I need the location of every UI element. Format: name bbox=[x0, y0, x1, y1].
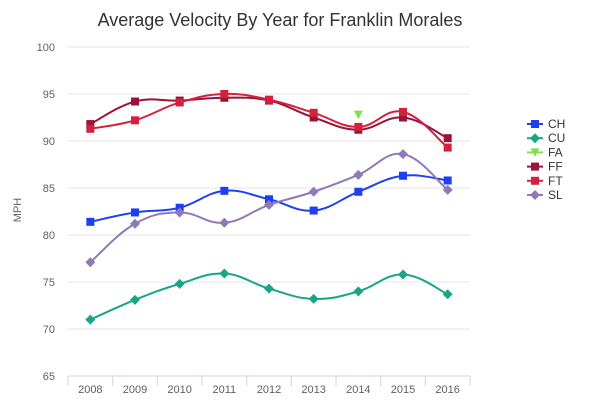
y-tick-label: 80 bbox=[43, 230, 55, 242]
data-point-ch bbox=[354, 187, 363, 196]
x-tick-label: 2013 bbox=[301, 384, 325, 396]
x-tick-label: 2016 bbox=[435, 384, 459, 396]
x-tick-label: 2015 bbox=[391, 384, 415, 396]
data-point-ft bbox=[354, 122, 363, 131]
data-point-ch bbox=[131, 208, 139, 217]
x-tick-label: 2008 bbox=[78, 384, 102, 396]
y-tick-label: 75 bbox=[43, 277, 55, 289]
legend-label-fa: FA bbox=[548, 145, 563, 159]
x-axis: 65 70 75 80 85 90 95 100 2008 2009 2010 2011 2012 201… bbox=[37, 42, 471, 396]
data-point-ft bbox=[220, 90, 229, 98]
data-point-cu bbox=[398, 269, 408, 280]
grid-lines bbox=[68, 46, 470, 330]
legend-label-ff: FF bbox=[548, 160, 563, 174]
data-point-ff bbox=[399, 113, 407, 122]
legend-marker-ff bbox=[531, 162, 539, 171]
y-tick-label: 65 bbox=[43, 371, 55, 383]
data-point-cu bbox=[308, 293, 319, 304]
x-tick-label: 2012 bbox=[257, 384, 281, 396]
data-point-ch bbox=[309, 206, 318, 215]
series-ft bbox=[86, 90, 452, 152]
data-point-cu bbox=[264, 283, 274, 294]
x-tick-label: 2011 bbox=[213, 384, 237, 396]
series-ch bbox=[86, 171, 452, 226]
data-point-sl bbox=[353, 169, 364, 180]
series-cu bbox=[85, 268, 453, 325]
data-point-ft bbox=[443, 143, 452, 152]
legend-item-fa: FA bbox=[527, 145, 563, 159]
x-tick-label: 2009 bbox=[123, 384, 147, 396]
legend-marker-fa bbox=[530, 148, 540, 157]
data-point-fa bbox=[353, 110, 363, 120]
data-point-ft bbox=[131, 116, 139, 125]
data-point-ff bbox=[86, 120, 95, 129]
y-tick-label: 95 bbox=[43, 89, 55, 101]
data-point-sl bbox=[130, 218, 140, 229]
data-point-cu bbox=[174, 278, 185, 289]
series-sl bbox=[85, 149, 453, 268]
legend-item-cu: CU bbox=[527, 131, 565, 145]
data-point-sl bbox=[85, 257, 96, 268]
x-tick-label: 2014 bbox=[346, 384, 370, 396]
data-point-ft bbox=[86, 124, 95, 133]
legend-item-sl: SL bbox=[527, 188, 563, 202]
data-point-sl bbox=[442, 184, 453, 195]
legend-item-ch: CH bbox=[527, 117, 565, 131]
legend-label-ft: FT bbox=[548, 174, 563, 188]
data-point-cu bbox=[219, 268, 230, 279]
data-point-ch bbox=[86, 217, 95, 226]
data-point-sl bbox=[398, 149, 408, 160]
data-point-ft bbox=[309, 108, 318, 117]
chart-title: Average Velocity By Year for Franklin Mo… bbox=[98, 10, 463, 30]
data-point-ft bbox=[399, 107, 407, 116]
legend-marker-ft bbox=[531, 176, 539, 185]
data-point-ft bbox=[175, 98, 184, 107]
data-point-sl bbox=[308, 186, 319, 197]
legend-label-ch: CH bbox=[548, 117, 565, 131]
data-point-ch bbox=[220, 186, 229, 195]
legend-marker-sl bbox=[530, 190, 540, 200]
y-tick-label: 100 bbox=[37, 42, 55, 54]
x-tick-label: 2010 bbox=[167, 384, 191, 396]
series-line-cu bbox=[89, 272, 449, 321]
data-point-cu bbox=[85, 314, 96, 325]
data-point-sl bbox=[174, 207, 185, 218]
data-point-sl bbox=[219, 217, 230, 228]
data-point-ft bbox=[265, 95, 273, 104]
legend-item-ff: FF bbox=[527, 160, 563, 174]
y-tick-label: 85 bbox=[43, 183, 55, 195]
data-point-ch bbox=[399, 171, 407, 180]
data-point-ff bbox=[443, 134, 452, 143]
data-point-ff bbox=[309, 113, 318, 122]
data-point-cu bbox=[442, 289, 453, 300]
data-point-cu bbox=[130, 294, 140, 305]
legend-label-sl: SL bbox=[548, 188, 563, 202]
data-point-ff bbox=[131, 97, 139, 106]
data-point-cu bbox=[353, 286, 364, 297]
y-tick-label: 90 bbox=[43, 136, 55, 148]
legend-marker-cu bbox=[530, 133, 540, 144]
data-point-ch bbox=[443, 176, 452, 185]
legend-marker-ch bbox=[531, 120, 539, 128]
legend-item-ft: FT bbox=[527, 174, 563, 188]
y-tick-label: 70 bbox=[43, 324, 55, 336]
y-axis-label: MPH bbox=[12, 198, 24, 223]
data-point-sl bbox=[264, 199, 274, 210]
series-layer bbox=[85, 90, 453, 325]
legend-label-cu: CU bbox=[548, 131, 565, 145]
data-point-ch bbox=[265, 195, 273, 204]
series-fa bbox=[353, 110, 363, 120]
